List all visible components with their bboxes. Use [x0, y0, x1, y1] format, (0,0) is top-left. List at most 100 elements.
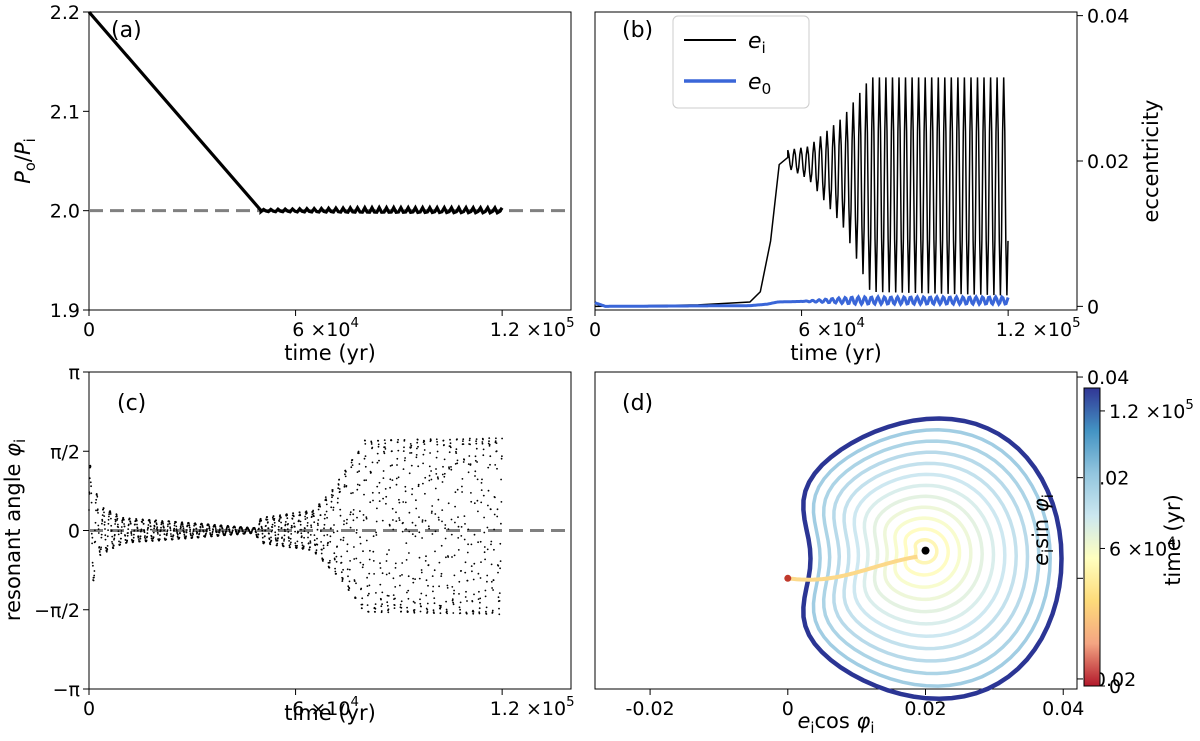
phi-point [127, 532, 129, 534]
phi-point [501, 455, 503, 458]
phi-point [362, 550, 364, 553]
phi-point [297, 531, 300, 533]
phi-point [261, 536, 264, 539]
phi-point [310, 515, 313, 518]
phi-point [476, 478, 479, 481]
phi-point [482, 494, 485, 497]
phi-point [355, 557, 358, 560]
phi-point [173, 524, 176, 527]
phi-point [125, 541, 128, 544]
phi-point [94, 501, 97, 504]
phi-point [466, 579, 469, 582]
phi-point [134, 523, 136, 526]
phi-point [298, 519, 300, 522]
phi-point [427, 564, 430, 566]
phi-point [96, 494, 98, 496]
phi-point [446, 587, 449, 589]
phi-point [498, 600, 501, 602]
phi-point [179, 532, 182, 535]
phi-point [116, 519, 118, 521]
x-tick-label: 6 ×104 [292, 695, 359, 720]
phi-point [339, 538, 342, 541]
phi-point [284, 523, 287, 526]
phi-point [487, 504, 489, 507]
phi-point [351, 464, 354, 466]
phi-point [497, 596, 500, 599]
phi-point [146, 532, 149, 535]
phi-point [470, 565, 473, 567]
trajectory-loop [913, 538, 939, 565]
phi-point [103, 523, 106, 526]
phi-point [257, 536, 259, 539]
phi-point [375, 520, 378, 523]
phi-point [444, 527, 446, 530]
phi-point [282, 542, 284, 545]
phi-point [207, 524, 210, 527]
phi-point [280, 516, 282, 519]
phi-point [385, 502, 387, 505]
phi-point [441, 481, 444, 483]
phi-point [300, 532, 303, 535]
phi-point [412, 581, 415, 584]
phi-point [352, 519, 355, 522]
phi-point [206, 528, 208, 530]
phi-point [185, 531, 188, 534]
phi-point [491, 587, 493, 589]
phi-point [428, 474, 431, 477]
phi-point [198, 532, 201, 535]
phi-point [491, 609, 494, 612]
phi-point [494, 496, 496, 499]
phi-point [485, 613, 488, 615]
phi-point [409, 443, 412, 445]
phi-point [113, 537, 116, 540]
phi-point [149, 522, 152, 524]
phi-point [111, 535, 114, 538]
phi-point [136, 527, 139, 530]
phi-point [446, 610, 448, 613]
e-0-series [594, 294, 1010, 308]
phi-point [211, 535, 213, 538]
phi-point [442, 465, 444, 468]
phi-point [267, 521, 269, 523]
x-tick-label: 0.04 [1042, 698, 1084, 720]
phi-point [450, 468, 453, 471]
phi-point [313, 539, 316, 542]
phi-point [329, 540, 332, 543]
phi-point [169, 529, 172, 532]
phi-point [411, 493, 413, 496]
phi-point [465, 612, 468, 615]
phi-point [359, 536, 361, 539]
phi-point [313, 534, 316, 536]
phi-point [122, 517, 125, 519]
phi-point [103, 521, 106, 523]
phi-point [365, 516, 368, 518]
phi-point [412, 577, 414, 580]
phi-point [277, 526, 280, 528]
phi-point [441, 509, 444, 511]
phi-point [413, 609, 416, 611]
phi-point [395, 477, 398, 480]
phi-point [477, 510, 479, 513]
phi-point [123, 519, 125, 521]
phi-point [420, 569, 423, 571]
phi-point [92, 579, 95, 582]
phi-point [101, 522, 103, 525]
phi-point [387, 608, 390, 611]
phi-point [449, 438, 451, 441]
colorbar-tick-label: 6 ×104 [1109, 535, 1176, 560]
phi-point [384, 448, 387, 450]
phi-point [451, 598, 454, 601]
phi-point [303, 530, 306, 532]
phi-point [109, 513, 112, 515]
phi-point [110, 529, 113, 532]
phi-point [434, 487, 437, 490]
phi-point [112, 544, 115, 547]
phi-point [378, 459, 380, 462]
phi-point [287, 523, 289, 525]
phi-point [437, 477, 439, 480]
phi-point [429, 452, 431, 454]
phi-point [447, 556, 450, 558]
phi-point [466, 600, 468, 602]
phi-point [326, 544, 329, 547]
phi-point [117, 523, 119, 526]
